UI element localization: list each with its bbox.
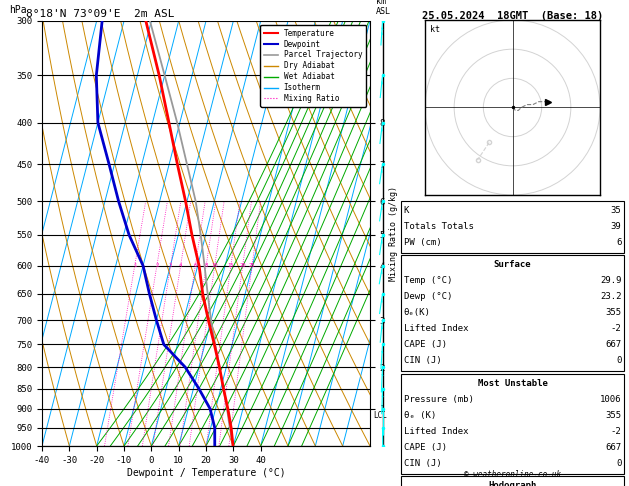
- Text: 39: 39: [611, 222, 621, 231]
- Text: CIN (J): CIN (J): [404, 459, 442, 468]
- Text: 8°18'N 73°09'E  2m ASL: 8°18'N 73°09'E 2m ASL: [26, 9, 174, 19]
- Text: 6: 6: [616, 238, 621, 247]
- Text: 1006: 1006: [600, 395, 621, 404]
- Text: Surface: Surface: [494, 260, 532, 269]
- Legend: Temperature, Dewpoint, Parcel Trajectory, Dry Adiabat, Wet Adiabat, Isotherm, Mi: Temperature, Dewpoint, Parcel Trajectory…: [260, 25, 366, 107]
- Text: 355: 355: [605, 411, 621, 420]
- Text: -2: -2: [611, 427, 621, 436]
- Text: 4: 4: [179, 263, 182, 268]
- Text: Lifted Index: Lifted Index: [404, 324, 468, 333]
- Text: 667: 667: [605, 443, 621, 452]
- Text: 355: 355: [605, 308, 621, 317]
- Text: Most Unstable: Most Unstable: [477, 379, 547, 388]
- Text: K: K: [404, 206, 409, 215]
- Text: kt: kt: [430, 25, 440, 34]
- Text: 8: 8: [204, 263, 208, 268]
- Text: PW (cm): PW (cm): [404, 238, 442, 247]
- Text: Dewp (°C): Dewp (°C): [404, 292, 452, 301]
- Y-axis label: Mixing Ratio (g/kg): Mixing Ratio (g/kg): [389, 186, 398, 281]
- Text: -2: -2: [611, 324, 621, 333]
- Text: 25: 25: [249, 263, 255, 268]
- Text: 25.05.2024  18GMT  (Base: 18): 25.05.2024 18GMT (Base: 18): [422, 11, 603, 21]
- Text: CIN (J): CIN (J): [404, 356, 442, 365]
- Text: 29.9: 29.9: [600, 276, 621, 285]
- Text: 6: 6: [194, 263, 197, 268]
- X-axis label: Dewpoint / Temperature (°C): Dewpoint / Temperature (°C): [126, 468, 286, 478]
- Text: 1: 1: [133, 263, 136, 268]
- Text: 20: 20: [240, 263, 246, 268]
- Text: CAPE (J): CAPE (J): [404, 340, 447, 349]
- Text: θₑ(K): θₑ(K): [404, 308, 430, 317]
- Text: 2: 2: [155, 263, 159, 268]
- Text: 0: 0: [616, 356, 621, 365]
- Text: 0: 0: [616, 459, 621, 468]
- Text: 10: 10: [211, 263, 218, 268]
- Text: 15: 15: [228, 263, 234, 268]
- Text: km
ASL: km ASL: [376, 0, 391, 16]
- Text: Pressure (mb): Pressure (mb): [404, 395, 474, 404]
- Text: Hodograph: Hodograph: [488, 481, 537, 486]
- Text: CAPE (J): CAPE (J): [404, 443, 447, 452]
- Text: Lifted Index: Lifted Index: [404, 427, 468, 436]
- Text: © weatheronline.co.uk: © weatheronline.co.uk: [464, 469, 561, 479]
- Text: Temp (°C): Temp (°C): [404, 276, 452, 285]
- Text: 35: 35: [611, 206, 621, 215]
- Text: 667: 667: [605, 340, 621, 349]
- Text: θₑ (K): θₑ (K): [404, 411, 436, 420]
- Text: LCL: LCL: [373, 411, 387, 419]
- Text: 23.2: 23.2: [600, 292, 621, 301]
- Text: hPa: hPa: [9, 5, 27, 15]
- Text: Totals Totals: Totals Totals: [404, 222, 474, 231]
- Text: 3: 3: [169, 263, 172, 268]
